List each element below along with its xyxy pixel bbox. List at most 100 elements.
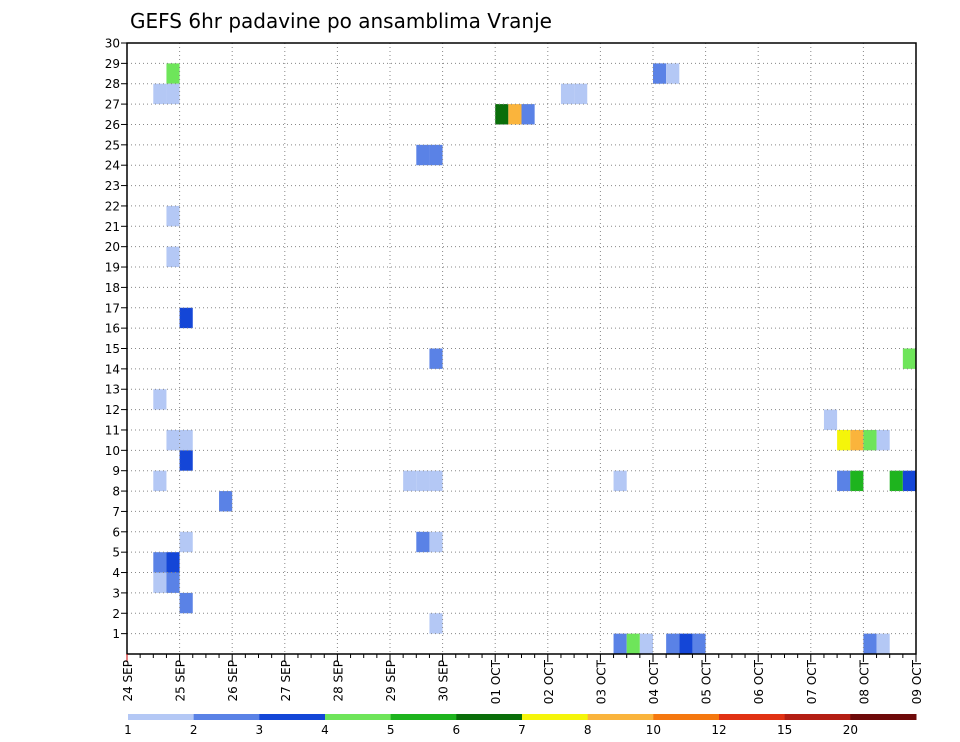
legend-label: 5 [387,723,395,737]
x-tick-label: 04 OCT [647,659,661,704]
heatmap-cell [153,470,167,492]
legend-swatch [719,714,786,720]
y-tick-label: 26 [105,118,120,132]
x-tick-label: 30 SEP [437,660,451,702]
heatmap-cell [837,429,851,451]
legend-swatch [456,714,523,720]
heatmap-cell [902,470,916,492]
heatmap-cell [429,348,443,369]
x-tick-label: 25 SEP [174,660,188,702]
legend-label: 4 [321,723,329,737]
heatmap-cell [429,613,443,634]
x-tick-label: 26 SEP [226,660,240,702]
y-tick-label: 6 [112,525,120,539]
legend-label: 2 [190,723,198,737]
y-tick-label: 22 [105,199,120,213]
heatmap-cell [416,531,430,553]
heatmap-cell [863,633,877,654]
x-tick-label: 29 SEP [384,660,398,702]
y-tick-label: 14 [105,362,120,376]
y-tick-label: 27 [105,98,120,112]
y-tick-label: 5 [112,546,120,560]
x-tick-label: 01 OCT [489,659,503,704]
y-tick-label: 12 [105,403,120,417]
y-tick-label: 2 [112,607,120,621]
x-tick-label: 28 SEP [331,660,345,702]
y-tick-label: 1 [112,627,120,641]
legend-swatch [325,714,392,720]
heatmap-cell [166,83,180,105]
heatmap-cell [153,552,167,573]
heatmap-cell [679,633,693,654]
y-tick-label: 4 [112,566,120,580]
heatmap-cell [166,205,180,227]
legend-label: 20 [843,723,858,737]
heatmap-cell [179,450,193,471]
y-tick-label: 18 [105,281,120,295]
y-tick-label: 25 [105,138,120,152]
heatmap-cell [508,104,522,125]
legend-swatch [390,714,457,720]
heatmap-cell [166,246,180,268]
heatmap-cell [560,83,575,105]
x-tick-label: 24 SEP [121,660,135,702]
heatmap-cell [153,389,167,410]
heatmap-cell [153,83,167,105]
y-tick-label: 28 [105,77,120,91]
legend-swatch [850,714,917,720]
legend-swatch [522,714,589,720]
legend-label: 12 [711,723,726,737]
heatmap-cell [626,633,640,654]
heatmap-cell [429,531,443,553]
y-tick-label: 8 [112,485,120,499]
heatmap-cell [692,633,706,654]
legend-label: 10 [646,723,661,737]
x-tick-label: 06 OCT [752,659,766,704]
legend-swatch [784,714,851,720]
heatmap-cell [179,307,193,329]
heatmap-cell [416,144,430,166]
x-axis: 24 SEP 25 SEP 26 SEP 27 SEP 28 SEP 29 SEP 30 S… [121,654,924,704]
heatmap-cell [863,429,877,451]
y-tick-label: 9 [112,464,120,478]
heatmap-cell [179,531,193,553]
y-tick-label: 11 [105,423,120,437]
y-tick-label: 29 [105,57,120,71]
heatmap-cell [166,429,180,451]
heatmap-cell [416,470,430,492]
heatmap-cell [495,104,509,125]
heatmap-cell [166,572,180,593]
legend-swatch [128,714,195,720]
heatmap-cell [666,63,680,84]
y-tick-label: 16 [105,322,120,336]
y-tick-label: 20 [105,240,120,254]
heatmap-cell [653,63,667,84]
heatmap-cell [639,633,653,654]
chart-title: GEFS 6hr padavine po ansamblima Vranje [130,9,552,33]
heatmap-cell [850,470,864,492]
y-tick-label: 23 [105,179,120,193]
heatmap-cell [902,348,916,369]
legend-label: 8 [584,723,592,737]
y-tick-label: 7 [112,505,120,519]
y-axis: 1234567891011121314151617181920212223242… [105,37,127,641]
legend-label: 15 [777,723,792,737]
color-legend: 1 2 3 4 5 6 7 8 10 12 15 20 [124,714,917,737]
heatmap-cell [613,470,627,492]
x-tick-label: 05 OCT [700,659,714,704]
x-tick-label: 08 OCT [857,659,871,704]
heatmap-cell [521,104,535,125]
gridlines [127,42,916,654]
x-tick-label: 09 OCT [910,659,924,704]
legend-label: 7 [518,723,526,737]
heatmap-cell [850,429,864,451]
x-tick-label: 07 OCT [805,659,819,704]
heatmap-cell [166,552,180,573]
heatmap-cell [179,429,193,451]
legend-label: 6 [453,723,461,737]
heatmap-cell [403,470,417,492]
legend-label: 1 [124,723,132,737]
y-tick-label: 21 [105,220,120,234]
legend-label: 3 [256,723,264,737]
heatmap-cell [876,429,890,451]
